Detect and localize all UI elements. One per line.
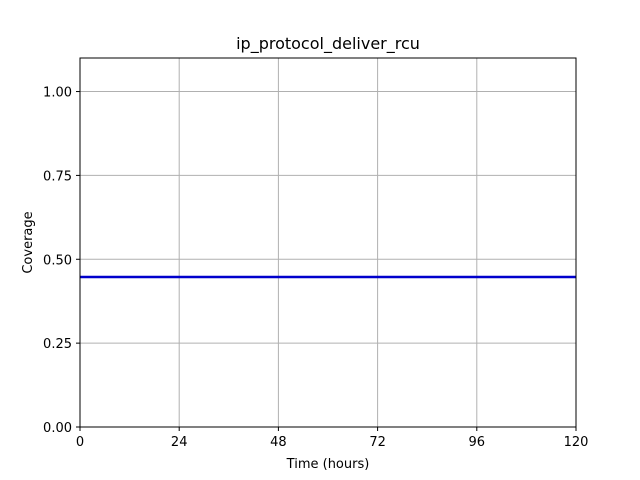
chart-title: ip_protocol_deliver_rcu bbox=[236, 34, 420, 54]
x-axis-label: Time (hours) bbox=[286, 457, 370, 472]
y-axis: 0.00 0.25 0.50 0.75 1.00 bbox=[43, 86, 80, 436]
y-tick-label: 1.00 bbox=[43, 86, 72, 101]
plot-frame bbox=[79, 57, 577, 428]
y-tick-label: 0.50 bbox=[43, 253, 72, 268]
x-tick-label: 24 bbox=[171, 435, 188, 450]
grid bbox=[79, 58, 577, 428]
y-tick-label: 0.25 bbox=[43, 337, 72, 352]
y-tick-label: 0.75 bbox=[43, 169, 72, 184]
x-tick-label: 96 bbox=[469, 435, 486, 450]
x-axis: 0 24 48 72 96 120 bbox=[76, 427, 589, 450]
x-tick-label: 0 bbox=[76, 435, 84, 450]
x-tick-label: 120 bbox=[564, 435, 589, 450]
y-axis-label: Coverage bbox=[21, 211, 36, 273]
x-tick-label: 72 bbox=[369, 435, 386, 450]
x-tick-label: 48 bbox=[270, 435, 287, 450]
y-tick-label: 0.00 bbox=[43, 421, 72, 436]
